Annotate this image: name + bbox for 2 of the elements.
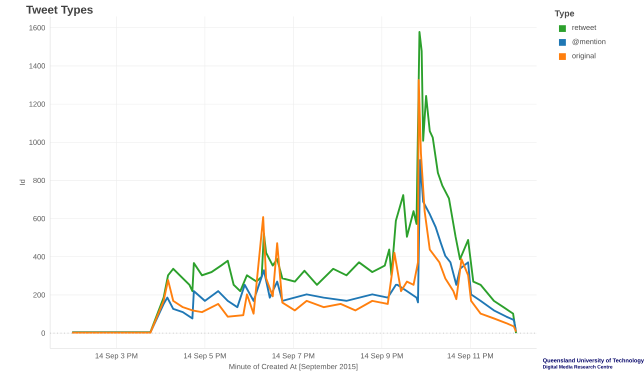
chart-title: Tweet Types xyxy=(26,6,93,16)
legend-title: Type xyxy=(554,10,574,18)
